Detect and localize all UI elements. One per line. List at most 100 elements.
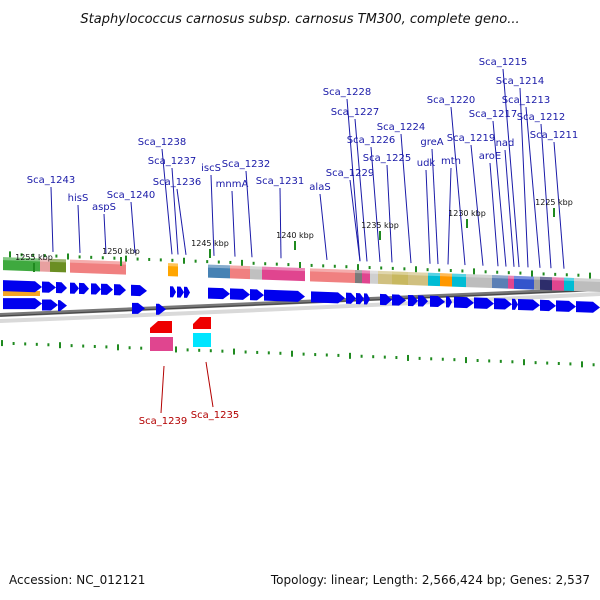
cog-block xyxy=(492,275,508,289)
gene-leader-line xyxy=(431,148,439,265)
gene-leader-line xyxy=(519,87,529,268)
forward-cds-arrow xyxy=(454,296,474,309)
gene-label: Sca_1213 xyxy=(502,95,550,106)
forward-cds-arrow xyxy=(79,282,89,295)
cog-block-highlight xyxy=(208,264,230,269)
forward-cds-arrow xyxy=(408,294,418,307)
gene-label: Sca_1240 xyxy=(107,190,155,201)
cog-block xyxy=(392,271,408,285)
cog-block xyxy=(428,272,440,287)
cog-strip xyxy=(3,291,40,296)
genome-stats-text: Topology: linear; Length: 2,566,424 bp; … xyxy=(270,573,590,587)
cog-block xyxy=(440,273,452,287)
gene-leader-line xyxy=(176,188,187,255)
gene-label: Sca_1236 xyxy=(153,177,201,188)
gene-label: Sca_1225 xyxy=(363,153,411,164)
gene-label: mtn xyxy=(441,156,461,167)
cog-block-highlight xyxy=(378,270,392,275)
gene-leader-line xyxy=(450,106,466,266)
cog-block-highlight xyxy=(168,263,178,267)
map-title: Staphylococcus carnosus subsp. carnosus … xyxy=(80,12,519,27)
forward-cds-arrow-row2 xyxy=(3,298,42,310)
cog-block-highlight xyxy=(262,266,305,272)
cog-block-highlight xyxy=(40,258,50,262)
cog-block-highlight xyxy=(310,268,355,274)
reverse-cog-block xyxy=(150,337,173,351)
forward-cds-arrow xyxy=(356,293,364,305)
kbp-marker: 1230 kbp xyxy=(448,209,486,218)
gene-leader-line xyxy=(447,167,452,265)
gene-leader-line xyxy=(370,146,381,262)
forward-cds-arrow xyxy=(208,287,230,300)
forward-cds-arrow xyxy=(540,299,556,312)
gene-label: Sca_1243 xyxy=(27,175,75,186)
gene-label: Sca_1239 xyxy=(139,416,187,427)
forward-cds-arrow xyxy=(311,291,345,304)
cog-block xyxy=(310,268,355,284)
gene-label: iscS xyxy=(201,163,221,174)
gene-label: Sca_1219 xyxy=(447,133,495,144)
gene-leader-line xyxy=(171,167,179,255)
cog-block xyxy=(378,270,392,285)
cog-block xyxy=(130,261,147,276)
gene-leader-line xyxy=(470,144,484,266)
cog-block-highlight xyxy=(508,275,514,279)
forward-cds-arrow xyxy=(70,282,79,294)
gene-label: Sca_1232 xyxy=(222,159,270,170)
cog-block xyxy=(552,277,564,291)
gene-leader-line xyxy=(349,179,361,262)
forward-cds-arrow xyxy=(576,301,600,313)
gene-label: Sca_1231 xyxy=(256,176,304,187)
gene-leader-line xyxy=(103,213,107,254)
forward-cds-arrow xyxy=(250,289,264,301)
gene-leader-line xyxy=(346,98,361,262)
forward-cds-arrow xyxy=(264,289,305,302)
gene-leader-line xyxy=(205,361,214,408)
gene-leader-line xyxy=(386,164,393,263)
forward-cds-arrow-row2 xyxy=(58,300,67,312)
gene-label: Sca_1226 xyxy=(347,135,395,146)
reverse-cog-block xyxy=(193,333,211,347)
cog-block xyxy=(574,278,600,292)
cog-block-highlight xyxy=(250,266,262,270)
gene-leader-line xyxy=(279,187,282,259)
forward-cds-arrow xyxy=(114,284,126,296)
cog-block-highlight xyxy=(130,261,147,266)
forward-cds-arrow xyxy=(418,295,428,307)
gene-label: alaS xyxy=(309,182,330,193)
cog-block-highlight xyxy=(514,275,534,280)
cog-block xyxy=(355,270,362,284)
cog-block xyxy=(540,276,552,291)
forward-cds-arrow xyxy=(346,292,356,304)
gene-label: Sca_1217 xyxy=(469,109,517,120)
cog-block-highlight xyxy=(492,275,508,279)
gene-label: greA xyxy=(420,137,443,148)
forward-cds-arrow xyxy=(494,298,512,310)
cog-block xyxy=(262,266,305,282)
forward-cds-arrow xyxy=(42,281,56,293)
gene-label: hisS xyxy=(68,193,89,204)
forward-cds-arrow xyxy=(512,298,518,310)
gene-leader-line xyxy=(77,204,81,253)
gene-label: Sca_1211 xyxy=(530,130,578,141)
cog-block-highlight xyxy=(534,276,540,280)
cog-block-highlight xyxy=(370,270,378,274)
gene-leader-line xyxy=(492,120,507,267)
cog-block-highlight xyxy=(552,277,564,281)
forward-cds-arrow xyxy=(91,283,101,295)
forward-cds-arrow xyxy=(56,282,67,294)
cog-block-highlight xyxy=(392,271,408,275)
cog-block-highlight xyxy=(230,265,250,270)
gene-leader-line xyxy=(50,186,54,252)
gene-label: nad xyxy=(496,138,515,149)
forward-cds-arrow xyxy=(230,288,250,300)
cog-block xyxy=(250,266,262,280)
cog-block xyxy=(408,271,428,286)
kbp-marker: 1235 kbp xyxy=(361,221,399,230)
backbone-core xyxy=(0,289,600,317)
cog-block-highlight xyxy=(540,276,552,281)
gene-leader-line xyxy=(319,193,328,261)
reverse-cds-arrow xyxy=(193,317,211,329)
forward-cds-arrow xyxy=(380,293,392,306)
